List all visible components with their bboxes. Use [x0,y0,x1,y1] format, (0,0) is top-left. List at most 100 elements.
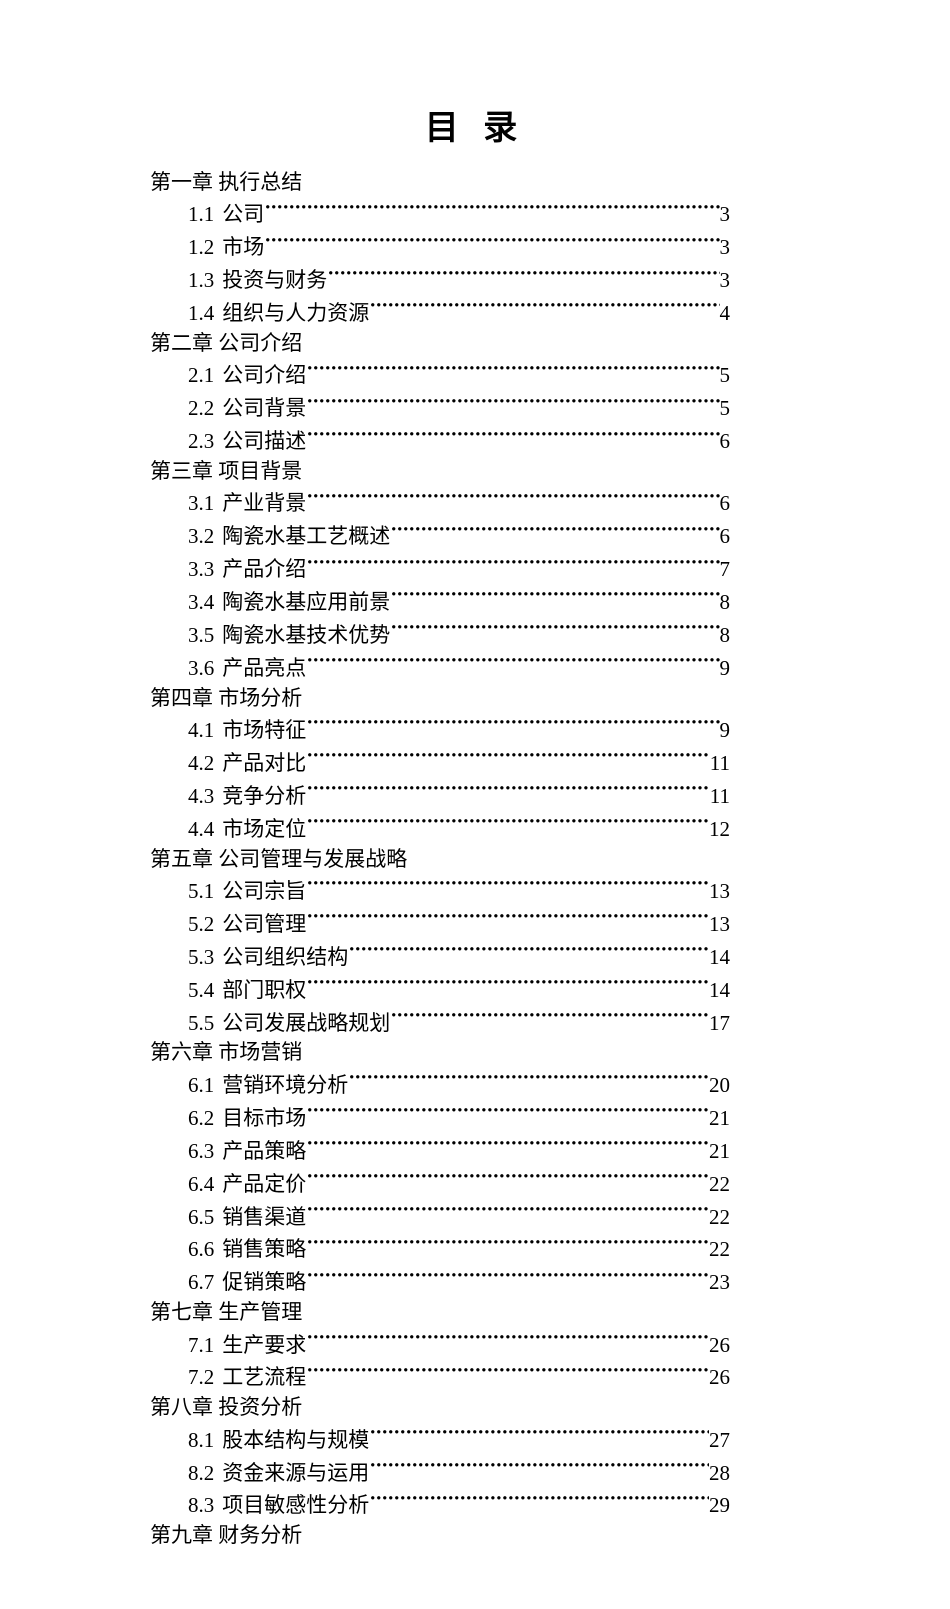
chapter-heading: 第六章 市场营销 [150,1039,730,1066]
entry-page-number: 9 [720,717,731,745]
toc-entry: 3.2陶瓷水基工艺概述6 [188,518,730,551]
entry-leader-dots [369,1487,709,1512]
entry-number: 5.3 [188,944,214,972]
entry-number: 8.2 [188,1460,214,1488]
toc-entry: 8.1股本结构与规模27 [188,1421,730,1454]
entry-leader-dots [306,1133,709,1158]
entry-leader-dots [306,1231,709,1256]
entry-label: 市场定位 [222,816,306,844]
entry-label: 投资与财务 [222,267,327,295]
entry-label: 营销环境分析 [222,1072,348,1100]
entry-page-number: 8 [720,589,731,617]
entry-number: 5.1 [188,878,214,906]
entry-label: 生产要求 [222,1332,306,1360]
entry-number: 7.2 [188,1364,214,1392]
entry-number: 2.1 [188,362,214,390]
toc-entry: 8.2资金来源与运用28 [188,1454,730,1487]
toc-entry: 7.2 工艺流程 26 [188,1359,730,1392]
entry-number: 2.2 [188,395,214,423]
entry-label: 项目敏感性分析 [222,1492,369,1520]
chapter-heading: 第八章 投资分析 [150,1394,730,1421]
entry-label: 产业背景 [222,490,306,518]
entry-label: 公司背景 [222,395,306,423]
toc-entry: 5.2公司管理13 [188,906,730,939]
entry-label: 产品定价 [222,1171,306,1199]
entry-leader-dots [306,1264,709,1289]
toc-entry: 4.1市场特征9 [188,712,730,745]
entry-page-number: 11 [710,750,730,778]
toc-entry: 3.5陶瓷水基技术优势8 [188,617,730,650]
entry-page-number: 14 [709,977,730,1005]
toc-entry: 8.3 项目敏感性分析 29 [188,1487,730,1520]
toc-entry: 3.6产品亮点9 [188,650,730,683]
toc-entry: 1.2市场3 [188,229,730,262]
toc-entry: 5.3 公司组织结构 14 [188,939,730,972]
toc-entry: 6.3产品策略21 [188,1133,730,1166]
entry-label: 工艺流程 [222,1364,306,1392]
entry-label: 竞争分析 [222,783,306,811]
entry-leader-dots [306,1326,709,1351]
entry-leader-dots [306,745,710,770]
entry-leader-dots [306,390,719,415]
entry-number: 6.2 [188,1105,214,1133]
entry-label: 陶瓷水基工艺概述 [222,523,390,551]
toc-entry: 5.4部门职权14 [188,972,730,1005]
entry-page-number: 14 [709,944,730,972]
entry-label: 公司组织结构 [222,944,348,972]
entry-page-number: 5 [720,395,731,423]
entry-number: 6.3 [188,1138,214,1166]
toc-entry: 4.3竞争分析11 [188,778,730,811]
toc-entry: 4.2产品对比11 [188,745,730,778]
entry-leader-dots [306,873,709,898]
entry-leader-dots [306,650,719,675]
entry-page-number: 22 [709,1236,730,1264]
entry-label: 公司发展战略规划 [222,1010,390,1038]
entry-leader-dots [390,518,719,543]
entry-number: 3.6 [188,655,214,683]
toc-entry: 1.4组织与人力资源4 [188,295,730,328]
entry-label: 陶瓷水基应用前景 [222,589,390,617]
entry-page-number: 23 [709,1269,730,1297]
entry-label: 股本结构与规模 [222,1427,369,1455]
toc-entry: 6.4产品定价22 [188,1165,730,1198]
entry-leader-dots [369,295,719,320]
entry-number: 3.5 [188,622,214,650]
entry-number: 5.2 [188,911,214,939]
entry-leader-dots [390,1005,709,1030]
toc-entry: 3.4陶瓷水基应用前景8 [188,584,730,617]
entry-number: 6.7 [188,1269,214,1297]
toc-entry: 5.1公司宗旨13 [188,873,730,906]
toc-entry: 1.1公司3 [188,196,730,229]
toc-entry: 1.3投资与财务3 [188,262,730,295]
entry-label: 市场 [222,234,264,262]
entry-leader-dots [306,811,709,836]
entry-page-number: 4 [720,300,731,328]
entry-page-number: 12 [709,816,730,844]
entry-leader-dots [306,1165,709,1190]
entry-page-number: 26 [709,1364,730,1392]
toc-entry: 4.4市场定位12 [188,811,730,844]
toc-page: 目 录 第一章 执行总结1.1公司31.2市场31.3投资与财务31.4组织与人… [0,0,950,1609]
entry-number: 6.4 [188,1171,214,1199]
entry-page-number: 17 [709,1010,730,1038]
entry-page-number: 6 [720,490,731,518]
entry-number: 3.2 [188,523,214,551]
entry-label: 公司描述 [222,428,306,456]
toc-entry: 5.5公司发展战略规划17 [188,1005,730,1038]
entry-number: 8.1 [188,1427,214,1455]
entry-number: 4.2 [188,750,214,778]
chapter-heading: 第九章 财务分析 [150,1522,730,1549]
entry-label: 公司介绍 [222,362,306,390]
entry-page-number: 21 [709,1105,730,1133]
toc-entry: 6.5销售渠道22 [188,1198,730,1231]
chapter-heading: 第五章 公司管理与发展战略 [150,846,730,873]
entry-leader-dots [327,262,719,287]
toc-entry: 2.2 公司背景 5 [188,390,730,423]
entry-leader-dots [264,229,719,254]
entry-leader-dots [264,196,719,221]
toc-entry: 7.1生产要求26 [188,1326,730,1359]
entry-label: 销售策略 [222,1236,306,1264]
entry-number: 8.3 [188,1492,214,1520]
entry-page-number: 13 [709,878,730,906]
entry-page-number: 29 [709,1492,730,1520]
